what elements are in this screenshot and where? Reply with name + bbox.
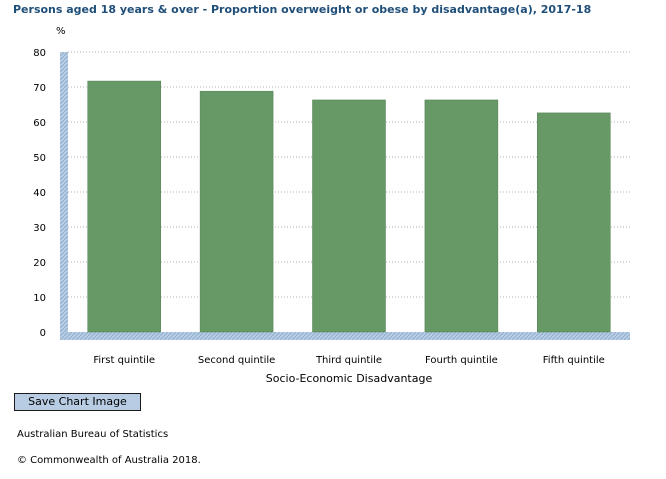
bar-first-quintile: [87, 80, 161, 333]
chart-title: Persons aged 18 years & over - Proportio…: [13, 3, 592, 16]
x-tick-label: Third quintile: [315, 355, 382, 366]
x-tick-label: First quintile: [93, 355, 155, 366]
y-tick-label: 0: [40, 328, 46, 339]
bar-fifth-quintile: [537, 112, 611, 333]
x-axis-title: Socio-Economic Disadvantage: [266, 372, 433, 385]
copyright-note: © Commonwealth of Australia 2018.: [17, 455, 201, 466]
y-tick-label: 40: [33, 188, 46, 199]
y-tick-label: 30: [33, 223, 46, 234]
bar-second-quintile: [199, 90, 274, 333]
save-chart-image-button[interactable]: Save Chart Image: [14, 393, 141, 411]
bar-third-quintile: [312, 99, 386, 333]
y-tick-label: 80: [33, 48, 46, 59]
y-tick-label: 10: [33, 293, 46, 304]
y-tick-label: 70: [33, 83, 46, 94]
bar-chart: 0 10 20 30 40 50 60 70 80 First quintile Second qu…: [33, 26, 630, 385]
x-axis-bar: [60, 332, 630, 340]
y-axis-bar: [60, 52, 68, 340]
x-tick-label: Second quintile: [198, 355, 275, 366]
y-axis-label: %: [56, 26, 66, 37]
bar-fourth-quintile: [424, 99, 499, 333]
y-tick-label: 60: [33, 118, 46, 129]
y-tick-label: 20: [33, 258, 46, 269]
x-tick-label: Fifth quintile: [543, 355, 605, 366]
y-tick-label: 50: [33, 153, 46, 164]
source-note: Australian Bureau of Statistics: [17, 429, 169, 440]
x-tick-label: Fourth quintile: [425, 355, 498, 366]
